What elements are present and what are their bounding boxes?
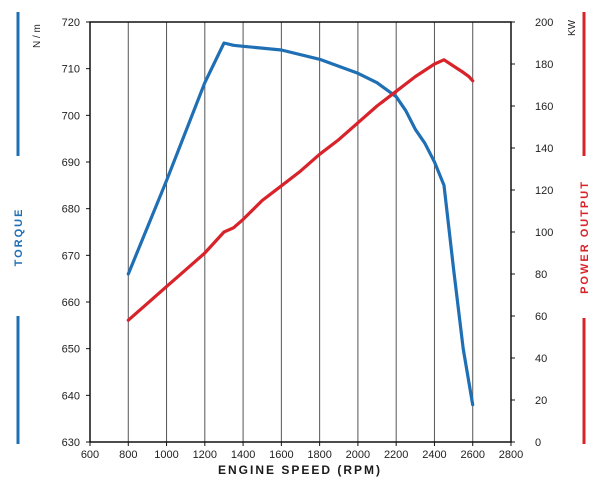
x-tick-label: 1200 — [193, 449, 217, 461]
x-tick-label: 600 — [81, 449, 99, 461]
left-tick-label: 710 — [62, 64, 80, 76]
left-axis-ticks: 630 640 650 660 670 680 690 700 710 720 — [62, 17, 90, 449]
left-tick-label: 650 — [62, 344, 80, 356]
right-tick-label: 200 — [535, 17, 553, 29]
left-tick-label: 670 — [62, 250, 80, 262]
x-tick-label: 2000 — [346, 449, 370, 461]
x-axis-ticks: 600 800 1000 1200 1400 1600 1800 2000 2200 2400 26… — [81, 442, 523, 461]
x-tick-label: 2200 — [384, 449, 408, 461]
right-tick-label: 100 — [535, 227, 553, 239]
power-curve — [126, 58, 475, 322]
right-tick-label: 160 — [535, 101, 553, 113]
torque-unit-label: N / m — [32, 24, 43, 48]
right-tick-label: 80 — [535, 269, 547, 281]
left-tick-label: 660 — [62, 297, 80, 309]
right-axis-ticks: 0 20 40 60 80 100 120 140 160 180 200 — [511, 17, 553, 449]
chart-series — [126, 41, 475, 407]
right-tick-label: 40 — [535, 353, 547, 365]
x-tick-label: 2400 — [422, 449, 446, 461]
x-tick-label: 1000 — [154, 449, 178, 461]
x-tick-label: 2600 — [460, 449, 484, 461]
x-tick-label: 1600 — [269, 449, 293, 461]
grid-lines — [127, 22, 474, 442]
torque-axis-label: TORQUE — [13, 208, 25, 267]
right-tick-label: 120 — [535, 185, 553, 197]
right-tick-label: 0 — [535, 437, 541, 449]
right-tick-label: 180 — [535, 59, 553, 71]
right-tick-label: 60 — [535, 311, 547, 323]
power-axis-label: POWER OUTPUT — [579, 180, 589, 294]
right-tick-label: 140 — [535, 143, 553, 155]
left-tick-label: 700 — [62, 110, 80, 122]
left-tick-label: 680 — [62, 204, 80, 216]
x-tick-label: 2800 — [499, 449, 523, 461]
power-unit-label: KW — [567, 19, 578, 36]
torque-curve — [126, 41, 475, 407]
left-tick-label: 630 — [62, 437, 80, 449]
x-axis-label: ENGINE SPEED (RPM) — [218, 463, 382, 477]
right-tick-label: 20 — [535, 395, 547, 407]
left-tick-label: 720 — [62, 17, 80, 29]
x-tick-label: 1400 — [231, 449, 255, 461]
x-tick-label: 800 — [119, 449, 137, 461]
left-tick-label: 640 — [62, 390, 80, 402]
left-tick-label: 690 — [62, 157, 80, 169]
x-tick-label: 1800 — [307, 449, 331, 461]
